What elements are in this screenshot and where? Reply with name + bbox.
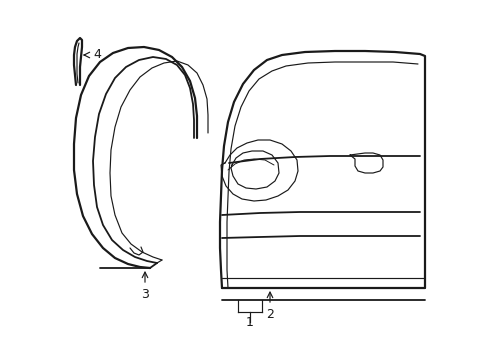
Text: 1: 1: [245, 315, 253, 328]
Text: 4: 4: [93, 49, 101, 62]
Text: 3: 3: [141, 288, 149, 301]
Text: 2: 2: [265, 309, 273, 321]
